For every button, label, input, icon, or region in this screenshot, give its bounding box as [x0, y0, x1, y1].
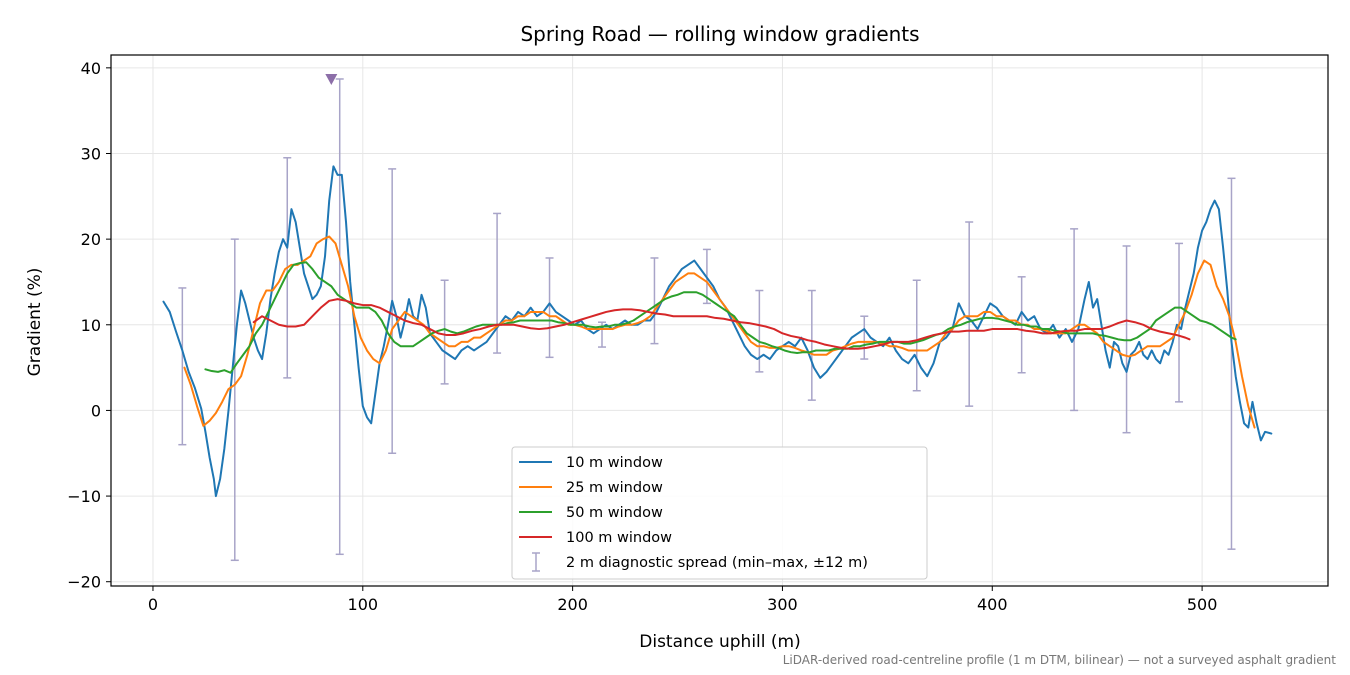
- y-tick-label: 10: [81, 316, 101, 335]
- legend-entry: 25 m window: [519, 480, 663, 496]
- series-line-50-m-window: [204, 261, 1237, 374]
- y-tick-label: 0: [91, 401, 101, 420]
- y-axis-title: Gradient (%): [25, 268, 45, 377]
- y-tick-label: −20: [67, 573, 101, 592]
- series-lines: [162, 165, 1273, 498]
- plot-frame: [110, 54, 1329, 587]
- legend-label: 100 m window: [566, 530, 672, 546]
- legend-entry: 50 m window: [519, 505, 663, 521]
- x-ticks: 0 100 200 300 400 500: [148, 586, 1218, 614]
- x-tick-label: 100: [348, 595, 379, 614]
- errorbar: [178, 287, 187, 446]
- errorbar: [230, 238, 239, 562]
- grid: [111, 55, 1328, 586]
- errorbar: [1227, 177, 1236, 550]
- y-tick-label: 30: [81, 144, 101, 163]
- errorbar: [912, 279, 921, 392]
- footnote: LiDAR-derived road-centreline profile (1…: [783, 653, 1337, 667]
- series-line-10-m-window: [162, 165, 1273, 498]
- x-tick-label: 400: [977, 595, 1008, 614]
- y-tick-label: 40: [81, 59, 101, 78]
- x-tick-label: 200: [557, 595, 588, 614]
- x-tick-label: 500: [1187, 595, 1218, 614]
- legend-label: 10 m window: [566, 455, 663, 471]
- errorbar-group: [178, 78, 1236, 562]
- legend-label: 2 m diagnostic spread (min–max, ±12 m): [566, 555, 868, 571]
- x-tick-label: 0: [148, 595, 158, 614]
- legend-label: 25 m window: [566, 480, 663, 496]
- y-ticks: −20 −10 0 10 20 30 40: [67, 59, 111, 592]
- x-axis-title: Distance uphill (m): [639, 632, 800, 652]
- errorbar: [545, 257, 554, 359]
- legend-box: [511, 446, 928, 580]
- legend-entry: 2 m diagnostic spread (min–max, ±12 m): [532, 552, 868, 572]
- marker-layer: [325, 73, 338, 85]
- legend: 10 m window 25 m window 50 m window 100 m w…: [511, 446, 928, 580]
- y-tick-label: −10: [67, 487, 101, 506]
- y-tick-label: 20: [81, 230, 101, 249]
- errorbar: [860, 315, 869, 360]
- errorbar: [650, 257, 659, 345]
- legend-entry: 100 m window: [519, 530, 672, 546]
- errorbar: [440, 279, 449, 385]
- legend-entry: 10 m window: [519, 455, 663, 471]
- errorbar: [388, 168, 397, 454]
- errorbar: [493, 212, 502, 354]
- legend-label: 50 m window: [566, 505, 663, 521]
- errorbar: [965, 221, 974, 407]
- outlier-marker: [325, 73, 338, 85]
- errorbar: [807, 289, 816, 401]
- chart-title: Spring Road — rolling window gradients: [520, 22, 919, 46]
- series-line-100-m-window: [252, 298, 1191, 350]
- errorbar: [1070, 228, 1079, 412]
- errorbar: [335, 78, 344, 556]
- series-line-25-m-window: [183, 235, 1256, 429]
- x-tick-label: 300: [767, 595, 798, 614]
- plot-area: 0 100 200 300 400 500 −20 −10 0 10 20 30 40: [67, 54, 1329, 614]
